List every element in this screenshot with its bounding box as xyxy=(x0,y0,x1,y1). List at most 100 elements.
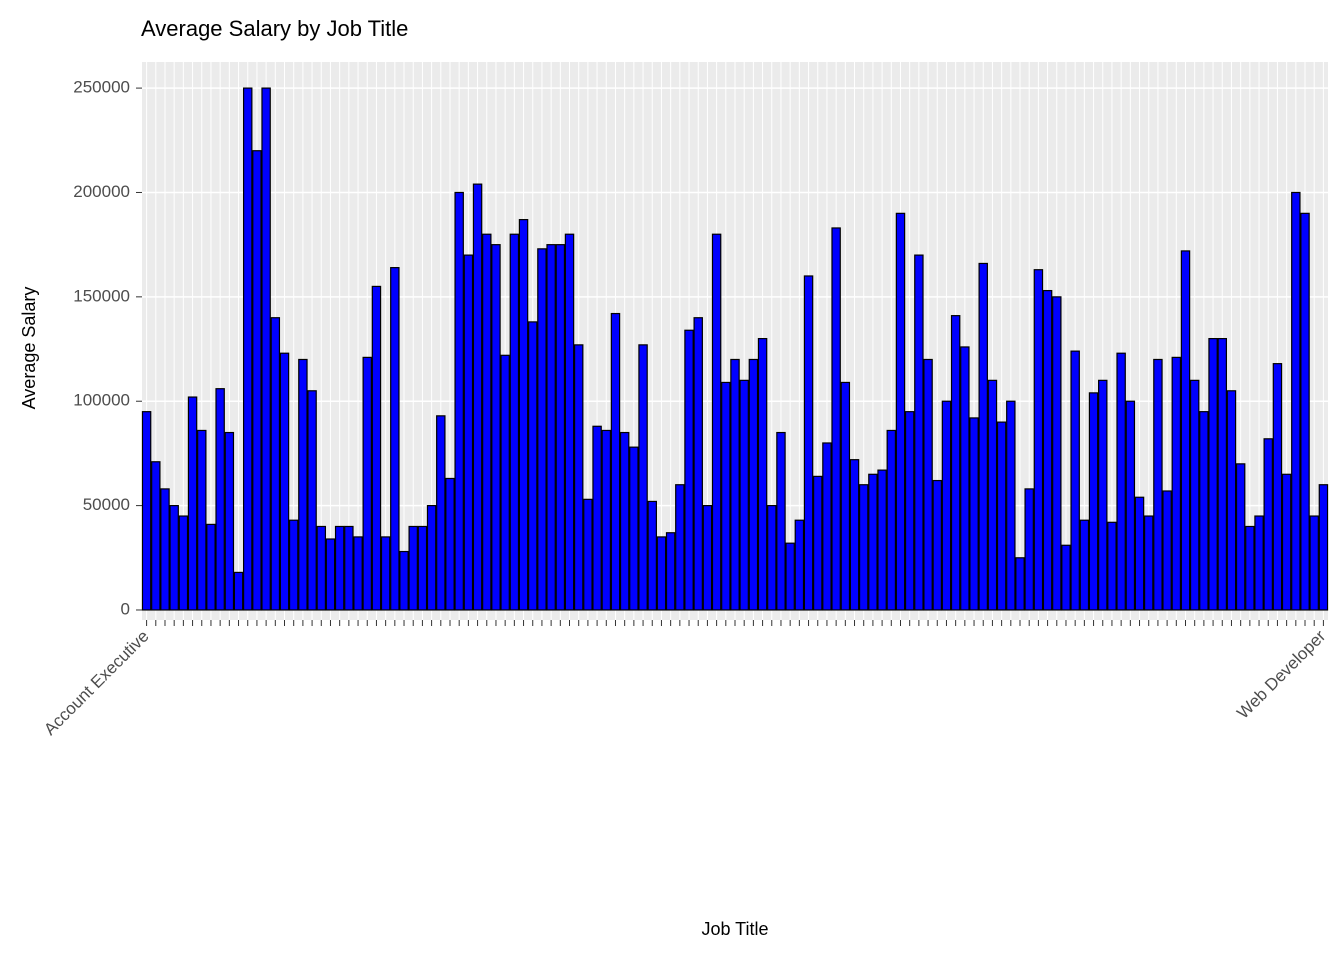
bar xyxy=(555,244,566,611)
bar xyxy=(537,248,547,611)
bar xyxy=(399,550,409,611)
bar xyxy=(656,536,667,611)
bar xyxy=(1235,463,1246,611)
bar xyxy=(858,484,869,611)
bar xyxy=(757,337,768,611)
bar xyxy=(1199,411,1209,611)
bar xyxy=(169,505,179,611)
bar xyxy=(1309,515,1319,611)
bar xyxy=(1088,392,1099,611)
bar xyxy=(1015,557,1025,611)
bar xyxy=(1245,525,1255,611)
bar xyxy=(482,233,492,611)
bar xyxy=(629,446,639,611)
bar xyxy=(353,536,363,611)
bar xyxy=(1052,296,1062,611)
bar xyxy=(684,329,694,611)
bar xyxy=(546,244,556,611)
bar xyxy=(279,352,290,611)
bar xyxy=(417,525,428,611)
bar xyxy=(270,317,281,611)
bar xyxy=(1318,484,1329,611)
bar xyxy=(675,484,685,611)
bar xyxy=(454,191,464,611)
bar xyxy=(334,525,345,611)
bar xyxy=(380,536,391,611)
bar xyxy=(197,429,207,611)
bar xyxy=(776,431,786,611)
bar xyxy=(794,519,805,611)
bar xyxy=(187,396,198,611)
bar xyxy=(261,87,271,611)
bar xyxy=(1143,515,1154,611)
y-tick-label: 150000 xyxy=(73,286,130,305)
chart-title: Average Salary by Job Title xyxy=(141,16,408,41)
bar xyxy=(1272,363,1283,611)
bar xyxy=(1171,356,1182,611)
bar xyxy=(472,183,483,611)
bar xyxy=(822,442,832,611)
bar xyxy=(693,317,703,611)
bar xyxy=(1116,352,1126,611)
bar xyxy=(923,358,933,611)
bar xyxy=(702,505,713,611)
bar xyxy=(721,381,731,611)
bar xyxy=(730,358,740,611)
y-tick-label: 200000 xyxy=(73,182,130,201)
bar xyxy=(242,87,253,611)
bar xyxy=(868,473,878,611)
bar xyxy=(1061,544,1071,611)
bar xyxy=(813,475,823,611)
bar xyxy=(564,233,575,611)
bar xyxy=(307,390,317,611)
bar xyxy=(445,477,455,611)
bar xyxy=(509,233,520,611)
bar xyxy=(904,411,915,611)
bar xyxy=(408,525,418,611)
bar xyxy=(932,479,943,611)
bar xyxy=(1263,438,1273,611)
bar xyxy=(1107,521,1117,611)
bar xyxy=(886,429,897,611)
bar xyxy=(711,233,722,611)
bar xyxy=(583,498,593,611)
bar xyxy=(1281,473,1292,611)
y-tick-label: 50000 xyxy=(83,495,130,514)
bar xyxy=(1024,488,1034,611)
y-axis-title: Average Salary xyxy=(19,287,39,410)
bar xyxy=(1070,350,1080,611)
bar xyxy=(987,379,998,611)
bar xyxy=(491,244,501,611)
bar xyxy=(288,519,299,611)
bar xyxy=(426,505,437,611)
bar xyxy=(1125,400,1136,611)
bar xyxy=(518,219,529,611)
bar xyxy=(914,254,924,611)
bar xyxy=(1254,515,1264,611)
bar xyxy=(592,425,602,611)
bar xyxy=(463,254,474,611)
x-axis-title: Job Title xyxy=(701,919,768,939)
bar xyxy=(1208,337,1218,611)
bar xyxy=(665,532,676,611)
bar xyxy=(969,417,979,611)
bar xyxy=(1217,337,1228,611)
bar xyxy=(895,212,906,611)
bar xyxy=(1153,358,1163,611)
bar xyxy=(831,227,841,611)
bar xyxy=(1134,496,1145,611)
bar xyxy=(1033,269,1044,611)
bar xyxy=(619,431,630,611)
bar xyxy=(1162,490,1172,611)
bar xyxy=(573,344,584,611)
bar xyxy=(638,344,648,611)
bar xyxy=(1226,390,1237,611)
bar xyxy=(1079,519,1090,611)
bar xyxy=(849,459,860,611)
bar xyxy=(215,388,225,611)
bar xyxy=(178,515,189,611)
bar xyxy=(1189,379,1200,611)
bar xyxy=(601,429,612,611)
bar xyxy=(500,354,510,611)
bar xyxy=(610,312,621,611)
